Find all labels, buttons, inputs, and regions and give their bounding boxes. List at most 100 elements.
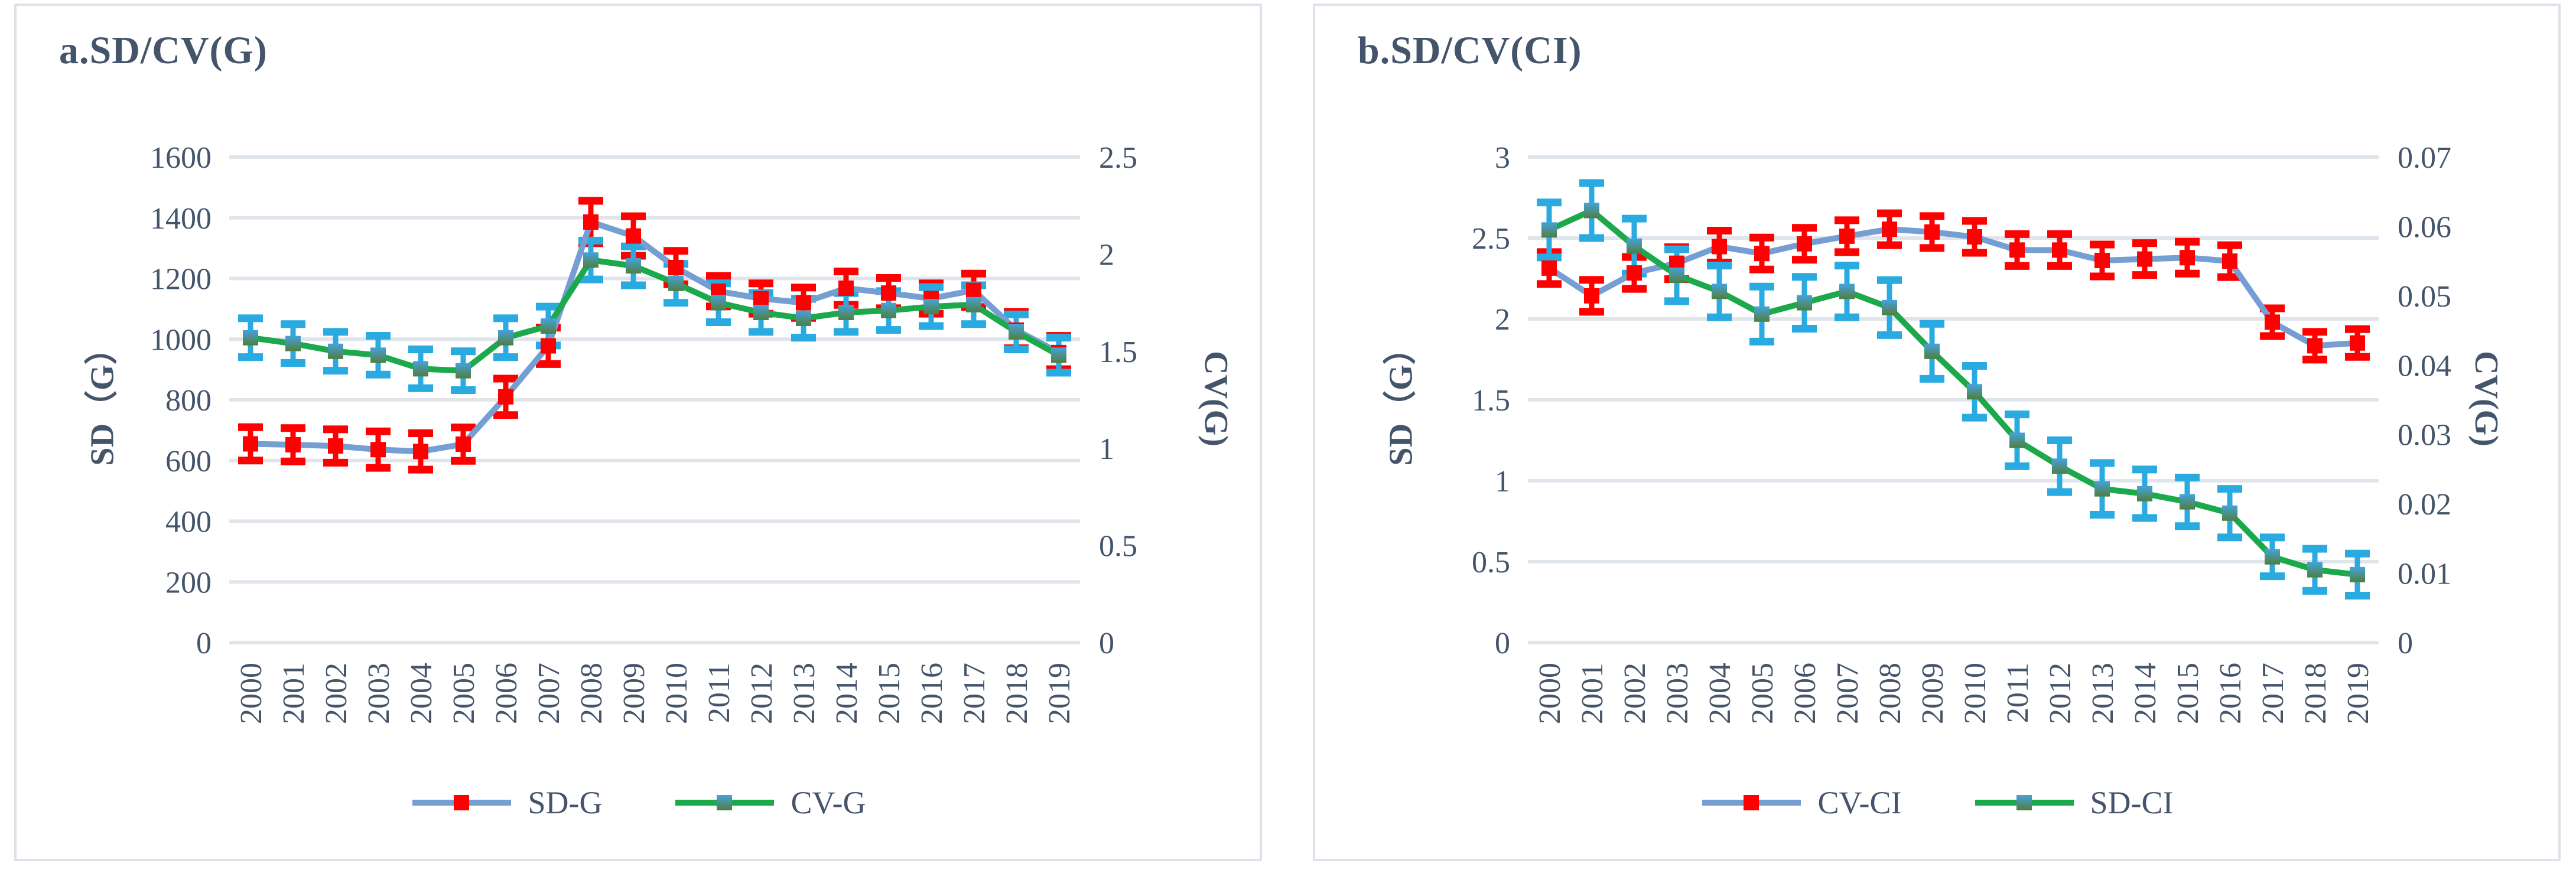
chart-a-x-tick-labels: 2000 2001 2002 2003 2004 2005 2006 2007 2008 2009… [235,663,1076,724]
svg-text:2003: 2003 [1661,663,1694,724]
legend-item-sd-g: SD-G [410,784,602,821]
svg-text:2002: 2002 [1618,663,1652,724]
svg-text:2018: 2018 [2299,663,2333,724]
chart-b-x-tick-labels: 2000 2001 2002 2003 2004 2005 2006 2007 2008 2009… [1533,663,2375,724]
svg-text:2015: 2015 [2171,663,2205,724]
sd-g-legend-marker-icon [412,795,512,810]
svg-text:0: 0 [1495,627,1510,660]
svg-text:2014: 2014 [2129,663,2162,724]
svg-text:2004: 2004 [1703,663,1737,724]
svg-text:2017: 2017 [958,663,991,724]
svg-text:2007: 2007 [532,663,566,724]
svg-text:2013: 2013 [788,663,821,724]
cv-ci-legend-marker-icon [1702,795,1801,810]
svg-text:2011: 2011 [702,663,736,723]
svg-text:0.5: 0.5 [1099,530,1137,563]
svg-text:1.5: 1.5 [1099,335,1137,369]
svg-text:2005: 2005 [447,663,481,724]
legend-item-cv-g: CV-G [673,784,866,821]
svg-text:2.5: 2.5 [1099,141,1137,175]
svg-text:1400: 1400 [150,202,212,236]
legend-label-sd-ci: SD-CI [2090,785,2174,820]
svg-text:2: 2 [1495,303,1510,337]
svg-text:1: 1 [1495,465,1510,498]
chart-b-right-axis-title: CV(G) [2468,351,2505,447]
svg-text:2019: 2019 [2341,663,2375,724]
chart-a-cv-g-markers [243,252,1066,379]
svg-text:0.06: 0.06 [2398,210,2451,244]
svg-text:2011: 2011 [2001,663,2035,723]
svg-text:0: 0 [1099,627,1114,660]
legend-label-sd-g: SD-G [528,785,603,820]
chart-b-left-axis-title: SD（G） [1383,331,1420,466]
svg-text:2000: 2000 [235,663,268,724]
chart-b-cv-ci-markers [1541,221,2365,354]
svg-text:2016: 2016 [2214,663,2248,724]
svg-text:2006: 2006 [490,663,523,724]
chart-b-plot: 0 0.5 1 1.5 2 2.5 3 0 0.01 0.02 0.03 0.04 0.05 0.06 0.… [1472,141,2451,724]
chart-a-right-tick-labels: 0 0.5 1 1.5 2 2.5 [1099,141,1137,660]
svg-text:0.05: 0.05 [2398,280,2451,314]
svg-text:0: 0 [2398,627,2413,660]
chart-panel-a: 0 200 400 600 800 1000 1200 1400 1600 0 0.5 1 1.5 2 2.… [14,4,1262,861]
svg-text:2010: 2010 [1959,663,1992,724]
svg-text:1000: 1000 [150,323,212,357]
svg-text:2008: 2008 [1874,663,1907,724]
svg-text:1.5: 1.5 [1472,384,1510,418]
svg-text:2018: 2018 [1000,663,1034,724]
svg-text:600: 600 [165,445,212,478]
chart-b-right-tick-labels: 0 0.01 0.02 0.03 0.04 0.05 0.06 0.07 [2398,141,2451,660]
svg-text:1200: 1200 [150,263,212,296]
svg-text:2010: 2010 [660,663,694,724]
svg-text:1: 1 [1099,432,1114,466]
chart-b-sd-ci-markers [1541,203,2365,582]
chart-a-left-axis-title: SD（G） [84,331,121,466]
sd-ci-legend-marker-icon [1975,795,2074,810]
svg-text:400: 400 [165,506,212,539]
svg-text:2005: 2005 [1746,663,1780,724]
svg-text:2012: 2012 [2044,663,2077,724]
chart-a-left-tick-labels: 0 200 400 600 800 1000 1200 1400 1600 [150,141,212,660]
chart-b-left-tick-labels: 0 0.5 1 1.5 2 2.5 3 [1472,141,1510,660]
legend-label-cv-g: CV-G [791,785,866,820]
svg-text:0.04: 0.04 [2398,349,2451,383]
svg-text:2008: 2008 [575,663,609,724]
svg-text:2.5: 2.5 [1472,222,1510,256]
svg-text:2013: 2013 [2086,663,2120,724]
legend-item-cv-ci: CV-CI [1700,784,1902,821]
svg-text:2012: 2012 [745,663,779,724]
chart-b-gridlines [1528,155,2379,644]
svg-text:2001: 2001 [1576,663,1609,724]
chart-a-legend: SD-G CV-G [17,784,1260,821]
legend-item-sd-ci: SD-CI [1973,784,2174,821]
svg-text:2004: 2004 [405,663,438,724]
svg-text:2009: 2009 [1916,663,1950,724]
svg-text:2016: 2016 [915,663,949,724]
svg-text:2019: 2019 [1043,663,1076,724]
cv-g-legend-marker-icon [675,795,775,810]
svg-text:2002: 2002 [320,663,353,724]
chart-b-legend: CV-CI SD-CI [1315,784,2558,821]
svg-text:0: 0 [196,627,212,660]
svg-text:1600: 1600 [150,141,212,175]
svg-text:2000: 2000 [1533,663,1567,724]
chart-b-title: b.SD/CV(CI) [1358,29,1582,72]
legend-label-cv-ci: CV-CI [1817,785,1902,820]
svg-text:0.02: 0.02 [2398,488,2451,522]
chart-a-gridlines [229,155,1080,644]
svg-text:0.01: 0.01 [2398,558,2451,591]
chart-b-sd-ci-error-bars [1537,179,2370,600]
chart-a-sd-g-markers [243,214,1066,460]
svg-text:0.03: 0.03 [2398,419,2451,452]
svg-text:2: 2 [1099,238,1114,272]
svg-text:200: 200 [165,566,212,599]
svg-text:2015: 2015 [873,663,906,724]
svg-text:2014: 2014 [830,663,864,724]
svg-text:2017: 2017 [2256,663,2290,724]
chart-a-plot: 0 200 400 600 800 1000 1200 1400 1600 0 0.5 1 1.5 2 2.… [150,141,1137,724]
chart-a-right-axis-title: CV(G) [1198,351,1234,447]
svg-text:0.07: 0.07 [2398,141,2451,175]
svg-text:2007: 2007 [1831,663,1865,724]
svg-text:2009: 2009 [617,663,651,724]
